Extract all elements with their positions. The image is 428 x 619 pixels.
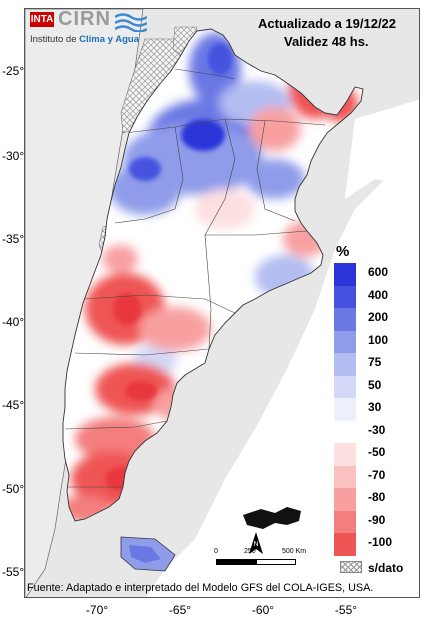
legend-swatch (334, 308, 356, 331)
scale-label-500: 500 Km (282, 548, 307, 555)
lat-label: -30° (2, 149, 25, 163)
scale-segment-white (256, 559, 296, 565)
legend-label: 100 (368, 332, 389, 347)
nodata-swatch (340, 561, 362, 573)
north-arrow-label: N (253, 541, 258, 548)
cirn-wordmark: CIRN (58, 8, 111, 30)
legend-label: -90 (368, 512, 386, 527)
legend-swatch (334, 510, 356, 533)
legend-swatch (334, 488, 356, 511)
legend-label: 400 (368, 287, 389, 302)
legend-swatch (334, 285, 356, 308)
inta-logo: INTA (30, 12, 54, 27)
institute-prefix: Instituto de (30, 34, 80, 45)
legend-label: -50 (368, 445, 386, 459)
legend-label: -70 (368, 467, 386, 482)
lon-label: -70° (85, 603, 109, 617)
legend-colorbar (334, 263, 368, 556)
validity-text: Validez 48 hs. (284, 34, 369, 49)
legend-swatch (334, 263, 356, 286)
legend-swatch (334, 353, 356, 376)
legend-label: -80 (368, 490, 386, 504)
institute-highlight: Clima y Agua (79, 34, 139, 45)
lat-label: -40° (2, 315, 25, 329)
legend-label: 600 (368, 265, 389, 279)
lat-label: -35° (2, 232, 25, 246)
legend-unit: % (336, 243, 350, 260)
source-footer: Fuente: Adaptado e interpretado del Mode… (27, 582, 374, 594)
legend-label: 200 (368, 310, 389, 324)
legend-label: -100 (368, 535, 393, 549)
institute-name: Instituto de Clima y Agua (30, 34, 139, 45)
waves-icon (115, 13, 147, 32)
lat-label: -55° (2, 565, 25, 579)
lon-label: -65° (168, 603, 192, 617)
scale-label-250: 250 (244, 548, 256, 555)
scale-label-0: 0 (214, 548, 218, 555)
legend-label: 50 (368, 377, 382, 392)
legend-swatch (334, 443, 356, 466)
legend-label: 30 (368, 400, 382, 414)
lat-label: -50° (2, 482, 25, 496)
scale-segment-black (216, 559, 256, 565)
legend-swatch (334, 465, 356, 488)
legend-swatch (334, 398, 356, 421)
legend-swatch (334, 330, 356, 353)
lat-label: -45° (2, 398, 25, 412)
legend-swatch (334, 375, 356, 398)
north-arrow-icon: N (249, 532, 263, 554)
legend-swatch (334, 420, 356, 443)
lon-label: -60° (251, 603, 275, 617)
update-date: Actualizado a 19/12/22 (258, 16, 397, 31)
lat-label: -25° (2, 64, 25, 78)
legend-swatch (334, 533, 356, 556)
cirn-logo: INTA CIRN Instituto de Clima y Agua (30, 8, 150, 52)
nodata-label: s/dato (368, 561, 404, 575)
lon-label: -55° (334, 603, 358, 617)
legend-label: 75 (368, 355, 382, 369)
legend-label: -30 (368, 422, 386, 437)
